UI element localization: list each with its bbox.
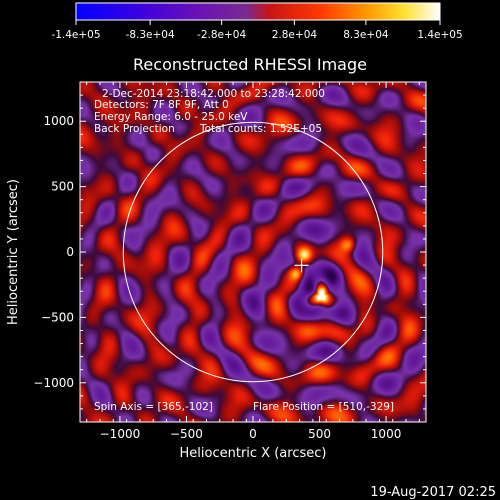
y-tick-label: −500 xyxy=(41,310,74,324)
annotation-energy-range: Energy Range: 6.0 - 25.0 keV xyxy=(94,111,248,123)
annotations: 2-Dec-2014 23:18:42.000 to 23:28:42.000 … xyxy=(94,88,394,413)
colorbar-gradient xyxy=(75,2,441,21)
x-tick-label: 0 xyxy=(249,427,257,441)
annotation-total-counts: Total counts: 1.52E+05 xyxy=(199,123,322,135)
spin-axis-cross-marker xyxy=(294,258,309,273)
colorbar-tick-label: 1.4e+05 xyxy=(417,29,462,41)
chart-title: Reconstructed RHESSI Image xyxy=(133,55,367,74)
colorbar-tick-label: -1.4e+05 xyxy=(51,29,100,41)
solar-disk-circle xyxy=(122,121,384,383)
colorbar-tick-label: 2.8e+04 xyxy=(272,29,318,41)
annotation-method: Back Projection xyxy=(94,123,175,135)
y-tick-label: −1000 xyxy=(33,376,74,390)
x-axis-ticks: −1000 −500 0 500 1000 xyxy=(86,82,420,441)
y-axis-label: Heliocentric Y (arcsec) xyxy=(6,179,21,325)
colorbar-ticks: -1.4e+05 -8.3e+04 -2.8e+04 2.8e+04 8.3e+04 1.… xyxy=(51,20,463,41)
x-tick-label: −500 xyxy=(170,427,203,441)
y-tick-label: 1000 xyxy=(43,114,74,128)
colorbar: -1.4e+05 -8.3e+04 -2.8e+04 2.8e+04 8.3e+04 1.… xyxy=(51,2,463,41)
annotation-detectors: Detectors: 7F 8F 9F, Att 0 xyxy=(94,99,229,111)
y-tick-label: 0 xyxy=(66,245,74,259)
x-axis-label: Heliocentric X (arcsec) xyxy=(180,446,327,461)
annotation-time-range: 2-Dec-2014 23:18:42.000 to 23:28:42.000 xyxy=(102,88,325,100)
annotation-flare-position: Flare Position = [510,-329] xyxy=(253,401,394,413)
footer-timestamp: 19-Aug-2017 02:25 xyxy=(370,485,496,500)
x-tick-label: 500 xyxy=(308,427,331,441)
colorbar-tick-label: -8.3e+04 xyxy=(126,29,175,41)
y-tick-label: 500 xyxy=(51,180,74,194)
annotation-spin-axis: Spin Axis = [365,-102] xyxy=(94,401,213,413)
x-tick-label: 1000 xyxy=(371,427,402,441)
colorbar-tick-label: 8.3e+04 xyxy=(343,29,389,41)
colorbar-tick-label: -2.8e+04 xyxy=(197,29,246,41)
x-tick-label: −1000 xyxy=(100,427,141,441)
y-axis-ticks: −1000 −500 0 500 1000 xyxy=(33,94,426,410)
